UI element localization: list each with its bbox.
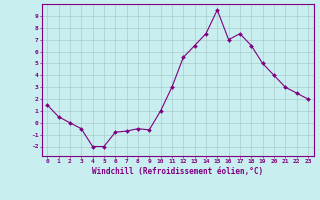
X-axis label: Windchill (Refroidissement éolien,°C): Windchill (Refroidissement éolien,°C) [92, 167, 263, 176]
